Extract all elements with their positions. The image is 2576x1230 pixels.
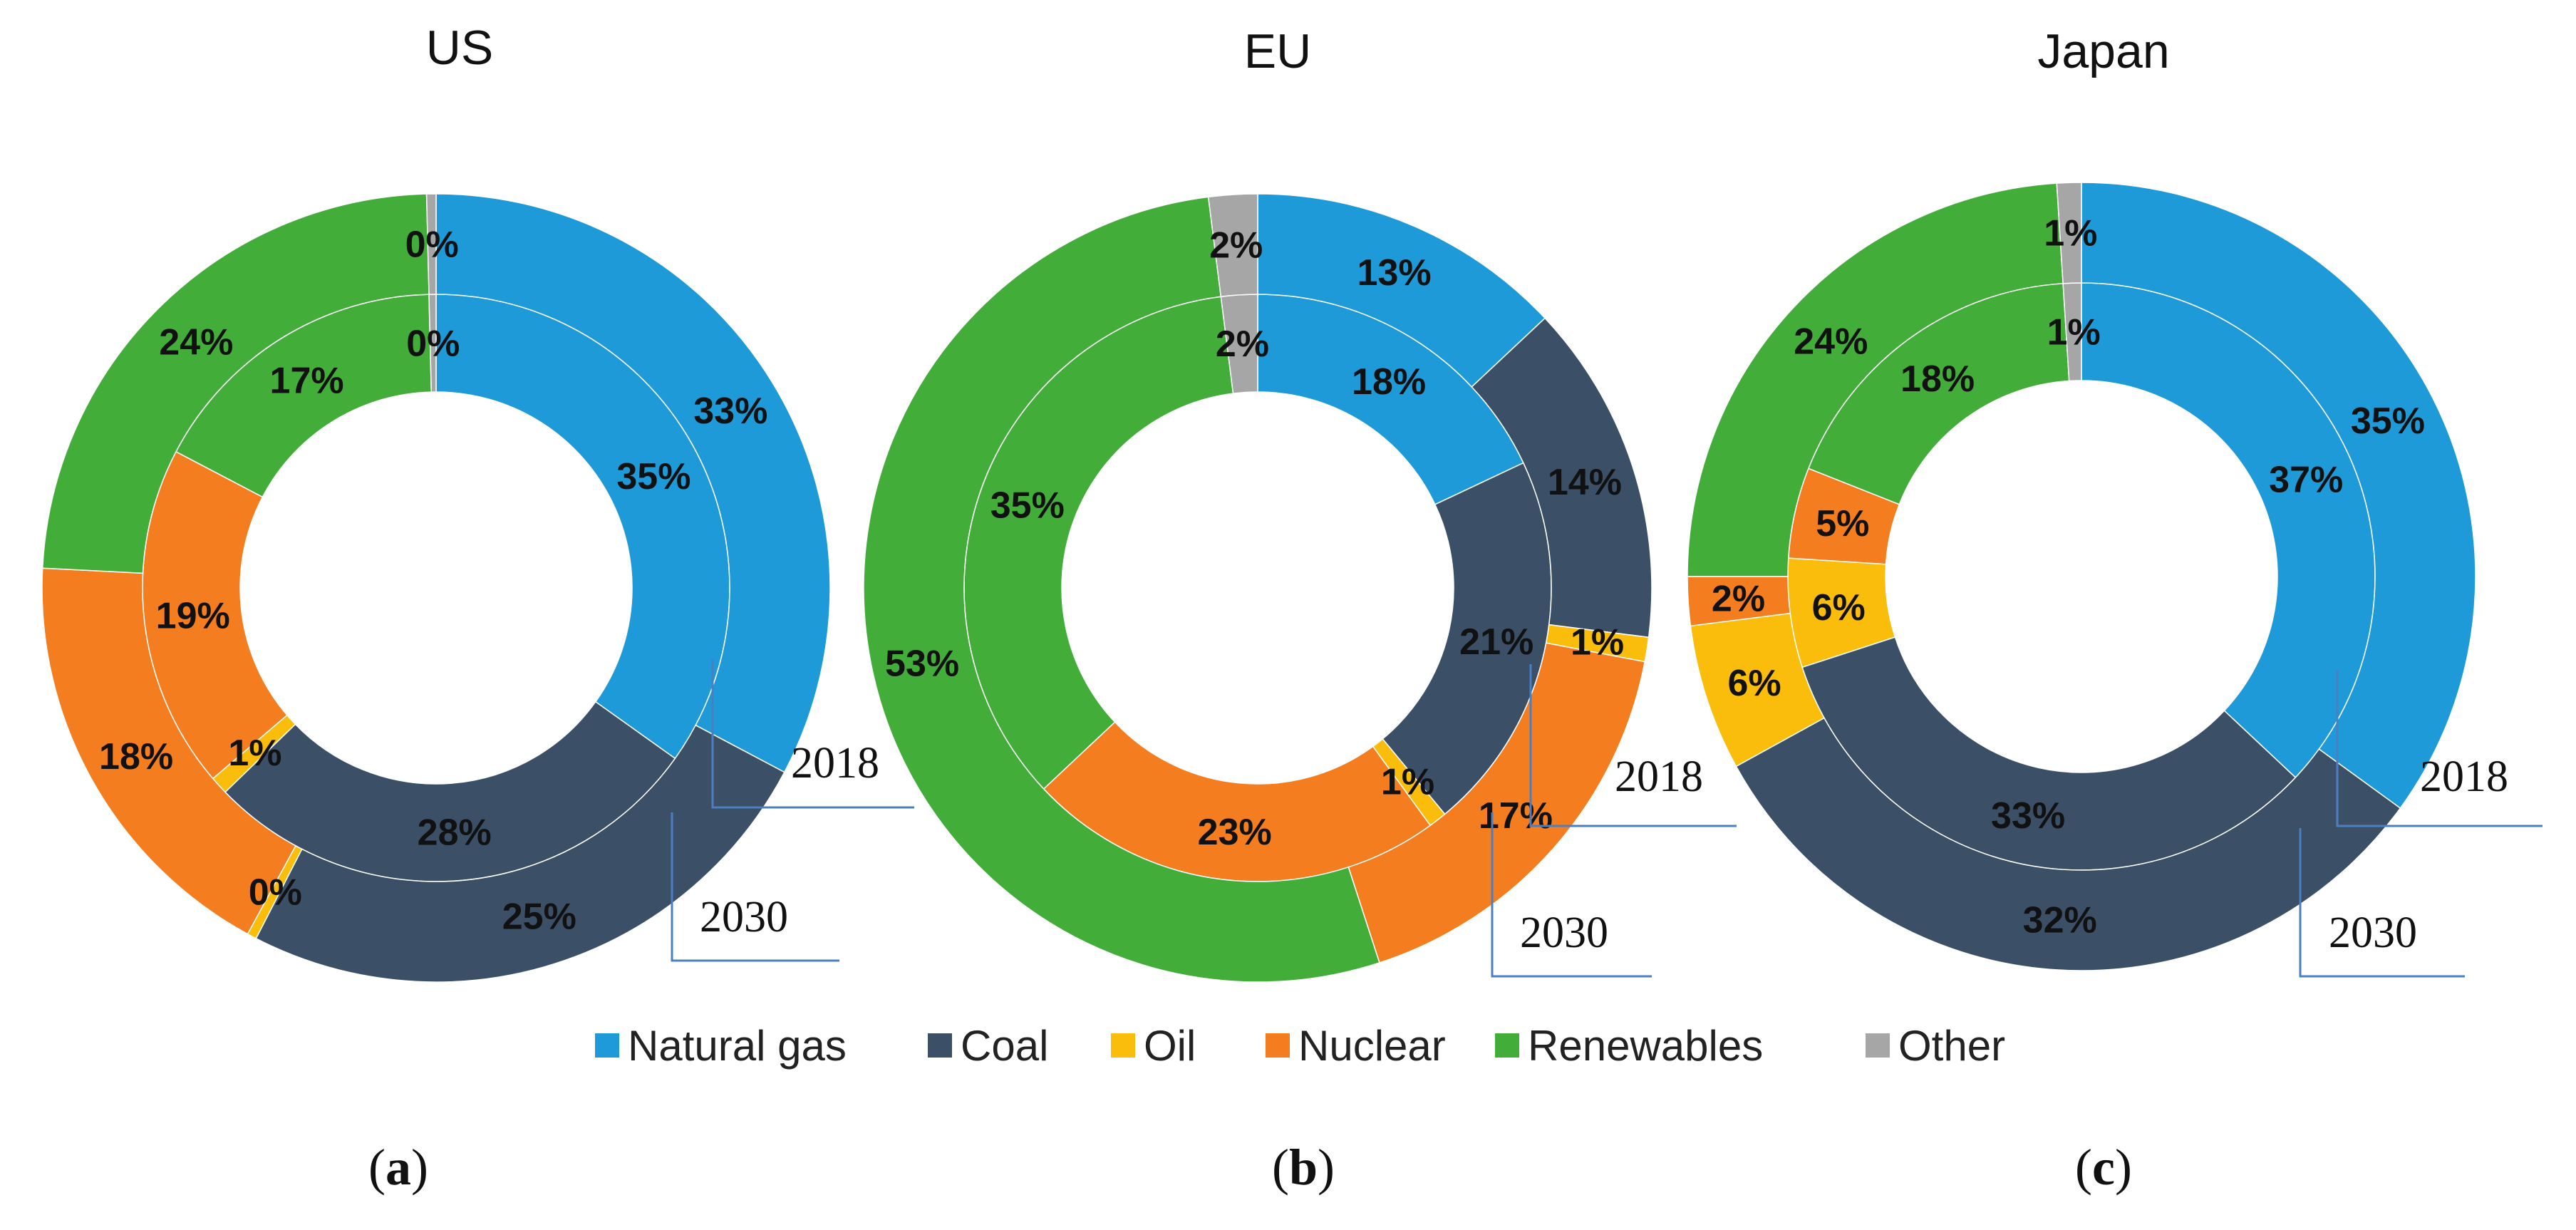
segment-japan-2030-other (2056, 182, 2082, 284)
data-label-japan-2030-natural-gas: 35% (2351, 400, 2425, 442)
legend-label-coal: Coal (961, 1022, 1048, 1070)
data-label-japan-2018-oil: 6% (1812, 587, 1866, 629)
leader-line-2030-japan (2299, 828, 2465, 978)
data-label-eu-2018-coal: 21% (1459, 621, 1533, 663)
data-label-japan-2018-other: 1% (2047, 312, 2101, 353)
data-label-eu-2030-coal: 14% (1548, 462, 1622, 503)
data-label-japan-2018-natural-gas: 37% (2269, 460, 2343, 501)
leader-line-2018-japan (2336, 670, 2543, 827)
segment-japan-2030-natural-gas (2081, 182, 2476, 810)
data-label-us-2018-coal: 28% (418, 812, 492, 854)
data-label-us-2018-oil: 1% (228, 733, 281, 774)
data-label-japan-2030-coal: 32% (2023, 900, 2097, 941)
data-label-eu-2018-nuclear: 23% (1198, 812, 1272, 853)
legend-swatch-renewables (1495, 1033, 1519, 1058)
chart-panel-eu: EU 18% 21% 1% 23% 35% 2% 13% 14% 1% 17% 53% 2% 2018… (863, 24, 1737, 1196)
donut-rings-eu (863, 193, 1652, 983)
legend-label-natural-gas: Natural gas (628, 1022, 847, 1070)
donut-rings-us (41, 193, 831, 983)
chart-panel-japan: Japan 37% 33% 6% 5% 18% 1% 35% 32% 6% 2% 24% 1% 201… (1687, 24, 2543, 1196)
data-label-eu-2018-other: 2% (1216, 324, 1269, 365)
legend-swatch-coal (928, 1033, 952, 1058)
data-labels-eu: 18% 21% 1% 23% 35% 2% 13% 14% 1% 17% 53% 2% (885, 225, 1624, 854)
data-label-us-2018-renewables: 17% (270, 360, 344, 401)
legend-swatch-natural-gas (595, 1033, 619, 1058)
leader-line-2030-eu (1491, 812, 1652, 978)
segment-us-2030-natural-gas (435, 193, 831, 773)
data-label-japan-2030-nuclear: 2% (1712, 578, 1765, 619)
series-label-2030-eu: 2030 (1520, 909, 1608, 957)
legend-swatch-nuclear (1266, 1033, 1290, 1058)
leader-line-2018-eu (1529, 664, 1737, 827)
segment-japan-2030-coal (1735, 717, 2401, 971)
data-label-japan-2018-renewables: 18% (1900, 358, 1975, 400)
legend-label-renewables: Renewables (1528, 1022, 1763, 1070)
data-label-japan-2018-coal: 33% (1991, 795, 2065, 837)
segment-japan-2030-renewables (1687, 182, 2064, 577)
segment-eu-2030-renewables (863, 196, 1380, 983)
data-label-eu-2018-oil: 1% (1381, 761, 1434, 802)
data-label-us-2030-coal: 25% (502, 896, 576, 937)
series-label-2030-japan: 2030 (2329, 909, 2417, 957)
legend: Natural gas Coal Oil Nuclear Renewables Other (595, 1022, 2005, 1070)
data-label-eu-2030-natural-gas: 13% (1357, 252, 1432, 294)
legend-swatch-other (1866, 1033, 1890, 1058)
leader-line-2018-us (711, 659, 914, 809)
segment-us-2030-coal (255, 724, 785, 983)
data-labels-us: 35% 28% 1% 19% 17% 0% 33% 25% 0% 18% 24% 0% (99, 224, 767, 938)
data-label-us-2030-other: 0% (405, 224, 459, 266)
data-label-japan-2030-other: 1% (2044, 213, 2097, 254)
chart-title-us: US (426, 21, 493, 75)
series-label-2018-japan: 2018 (2420, 753, 2508, 801)
legend-swatch-oil (1111, 1033, 1135, 1058)
data-label-us-2030-nuclear: 18% (99, 736, 173, 777)
chart-title-japan: Japan (2037, 24, 2169, 78)
data-label-us-2018-natural-gas: 35% (616, 456, 690, 497)
panel-caption-c: (c) (2075, 1139, 2132, 1196)
data-label-japan-2018-nuclear: 5% (1816, 503, 1869, 544)
data-label-eu-2018-natural-gas: 18% (1352, 361, 1426, 403)
legend-label-nuclear: Nuclear (1298, 1022, 1446, 1070)
leader-line-2030-us (671, 812, 839, 962)
segment-eu-2030-other (1207, 193, 1258, 298)
data-label-us-2030-natural-gas: 33% (693, 391, 767, 432)
data-label-eu-2030-renewables: 53% (885, 643, 959, 684)
data-labels-japan: 37% 33% 6% 5% 18% 1% 35% 32% 6% 2% 24% 1% (1712, 213, 2425, 941)
panel-caption-b: (b) (1272, 1139, 1335, 1196)
series-label-2018-eu: 2018 (1615, 753, 1703, 801)
data-label-eu-2030-other: 2% (1209, 225, 1263, 267)
legend-label-oil: Oil (1144, 1022, 1196, 1070)
panel-caption-a: (a) (368, 1139, 428, 1196)
chart-title-eu: EU (1244, 24, 1311, 78)
segment-us-2030-other (425, 193, 437, 295)
data-label-japan-2030-oil: 6% (1728, 663, 1781, 704)
data-label-eu-2030-oil: 1% (1571, 622, 1624, 663)
data-label-eu-2018-renewables: 35% (990, 485, 1065, 527)
legend-label-other: Other (1898, 1022, 2005, 1070)
series-label-2030-us: 2030 (700, 893, 788, 941)
segment-us-2030-renewables (41, 193, 430, 574)
data-label-us-2030-oil: 0% (249, 872, 302, 914)
data-label-us-2018-other: 0% (406, 324, 460, 365)
series-label-2018-us: 2018 (791, 739, 879, 787)
data-label-japan-2030-renewables: 24% (1794, 321, 1868, 363)
data-label-us-2018-nuclear: 19% (156, 595, 230, 636)
data-label-us-2030-renewables: 24% (159, 321, 233, 363)
data-label-eu-2030-nuclear: 17% (1479, 795, 1553, 837)
donut-rings-japan (1687, 182, 2476, 971)
chart-panel-us: US 35% 28% 1% 19% 17% 0% 33% 25% 0% 18% 24% 0% 2018… (41, 21, 914, 1196)
